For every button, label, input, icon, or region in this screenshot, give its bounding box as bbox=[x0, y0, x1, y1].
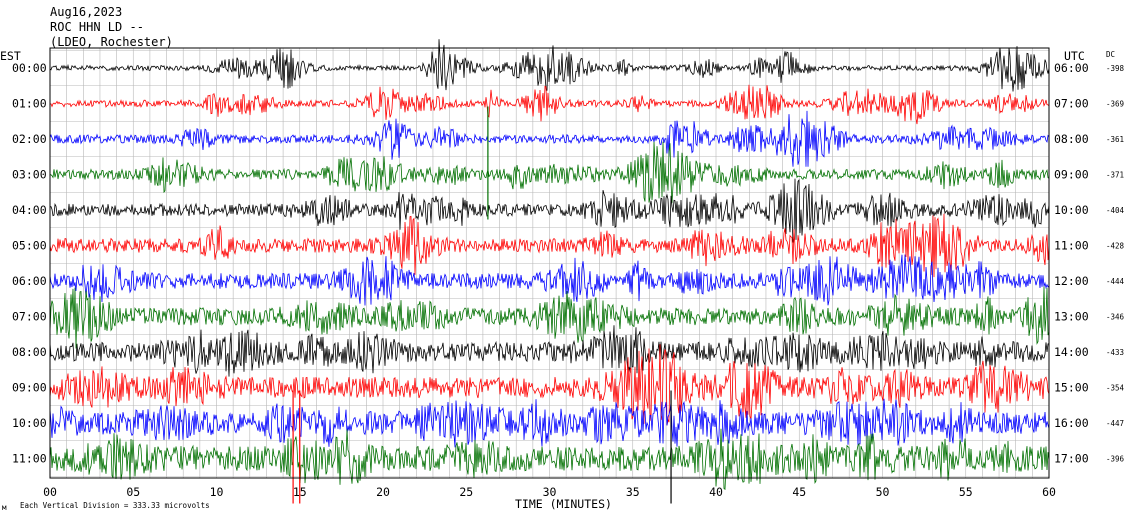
dc-offset-labels: -398 -369 -361 -371 -404 -428 -444 -346 -433 -354… bbox=[1106, 64, 1125, 464]
x-tick-label: 45 bbox=[792, 485, 806, 499]
est-hour-label: 10:00 bbox=[12, 416, 47, 430]
utc-hour-label: 16:00 bbox=[1054, 416, 1089, 430]
trace-row-0200 bbox=[49, 110, 1050, 167]
trace-row-0900 bbox=[49, 344, 1050, 426]
notable-spikes bbox=[292, 106, 672, 504]
dc-offset-label: -361 bbox=[1106, 135, 1124, 144]
est-hour-label: 09:00 bbox=[12, 381, 47, 395]
est-hour-label: 03:00 bbox=[12, 168, 47, 182]
plot-grid bbox=[49, 48, 1050, 478]
est-hour-label: 00:00 bbox=[12, 61, 47, 75]
trace-row-1100 bbox=[49, 428, 1050, 491]
footer-corner-mark: м bbox=[2, 503, 7, 512]
est-hour-label: 08:00 bbox=[12, 345, 47, 359]
trace-row-0000 bbox=[49, 39, 1050, 92]
dc-offset-label: -346 bbox=[1106, 313, 1125, 322]
utc-hour-label: 07:00 bbox=[1054, 97, 1089, 111]
est-hour-labels: 00:00 01:00 02:00 03:00 04:00 05:00 06:00 07:00… bbox=[12, 61, 47, 466]
utc-hour-label: 11:00 bbox=[1054, 239, 1089, 253]
x-tick-label: 25 bbox=[459, 485, 473, 499]
trace-row-0300 bbox=[50, 141, 1050, 204]
left-axis-title: EST bbox=[0, 49, 21, 63]
trace-row-0800 bbox=[49, 325, 1050, 377]
right-axis-title: UTC bbox=[1064, 49, 1085, 63]
x-tick-label: 50 bbox=[876, 485, 890, 499]
header-station: ROC HHN LD -- bbox=[50, 20, 144, 34]
utc-hour-label: 17:00 bbox=[1054, 452, 1089, 466]
est-hour-label: 02:00 bbox=[12, 132, 47, 146]
utc-hour-label: 14:00 bbox=[1054, 345, 1089, 359]
utc-hour-label: 09:00 bbox=[1054, 168, 1089, 182]
x-tick-label: 55 bbox=[959, 485, 973, 499]
est-hour-label: 01:00 bbox=[12, 97, 47, 111]
est-hour-label: 11:00 bbox=[12, 452, 47, 466]
dc-offset-label: -371 bbox=[1106, 171, 1124, 180]
utc-hour-label: 13:00 bbox=[1054, 310, 1089, 324]
x-tick-label: 30 bbox=[543, 485, 557, 499]
est-hour-label: 06:00 bbox=[12, 274, 47, 288]
trace-row-0100 bbox=[49, 84, 1050, 125]
x-axis-label: TIME (MINUTES) bbox=[515, 497, 612, 511]
x-tick-label: 15 bbox=[293, 485, 307, 499]
utc-hour-label: 08:00 bbox=[1054, 132, 1089, 146]
x-tick-label: 10 bbox=[210, 485, 224, 499]
header-date: Aug16,2023 bbox=[50, 5, 122, 19]
dc-offset-label: -444 bbox=[1106, 277, 1125, 286]
x-tick-label: 05 bbox=[126, 485, 140, 499]
est-hour-label: 07:00 bbox=[12, 310, 47, 324]
dc-offset-label: -433 bbox=[1106, 348, 1124, 357]
dc-offset-label: -428 bbox=[1106, 242, 1125, 251]
utc-hour-label: 15:00 bbox=[1054, 381, 1089, 395]
x-tick-label: 35 bbox=[626, 485, 640, 499]
utc-hour-label: 10:00 bbox=[1054, 203, 1089, 217]
utc-hour-label: 12:00 bbox=[1054, 274, 1089, 288]
x-tick-label: 60 bbox=[1042, 485, 1056, 499]
trace-row-0600 bbox=[49, 254, 1050, 306]
seismic-traces bbox=[49, 39, 1050, 491]
trace-row-0700 bbox=[49, 286, 1050, 349]
dc-offset-label: -404 bbox=[1106, 206, 1125, 215]
est-hour-label: 05:00 bbox=[12, 239, 47, 253]
header-network: (LDEO, Rochester) bbox=[50, 35, 173, 49]
x-tick-label: 40 bbox=[709, 485, 723, 499]
est-hour-label: 04:00 bbox=[12, 203, 47, 217]
trace-row-1000 bbox=[49, 398, 1050, 448]
utc-hour-label: 06:00 bbox=[1054, 61, 1089, 75]
plot-frame bbox=[49, 47, 1050, 479]
dc-offset-label: -447 bbox=[1106, 419, 1124, 428]
trace-row-0500 bbox=[49, 213, 1050, 278]
x-tick-label: 00 bbox=[43, 485, 57, 499]
dc-title: DC bbox=[1106, 50, 1115, 59]
utc-hour-labels: 06:00 07:00 08:00 09:00 10:00 11:00 12:00 13:00… bbox=[1054, 61, 1089, 466]
footer-scale-note: Each Vertical Division = 333.33 microvol… bbox=[20, 501, 210, 510]
dc-offset-label: -369 bbox=[1106, 100, 1124, 109]
dc-offset-label: -396 bbox=[1106, 455, 1125, 464]
x-tick-label: 20 bbox=[376, 485, 390, 499]
x-tick-labels: 00 05 10 15 20 25 30 35 40 45 50 55 60 bbox=[43, 485, 1056, 499]
dc-offset-label: -398 bbox=[1106, 64, 1125, 73]
trace-row-0400 bbox=[49, 178, 1050, 243]
dc-offset-label: -354 bbox=[1106, 384, 1125, 393]
